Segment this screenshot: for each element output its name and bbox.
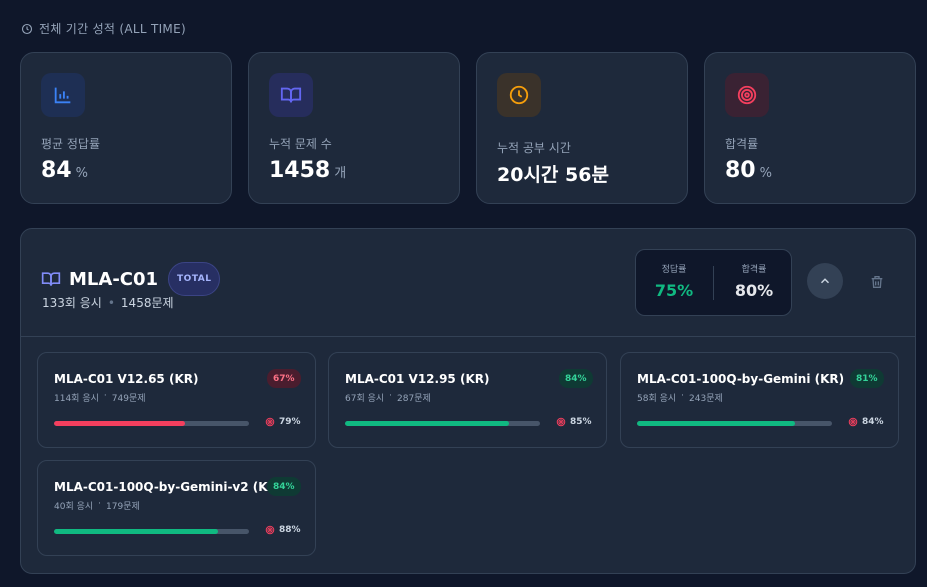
exam-summary: 정답률 75% 합격률 80% (635, 249, 792, 316)
clock-icon (21, 23, 33, 34)
stat-icon-wrap (269, 73, 313, 117)
section-heading: 전체 기간 성적 (ALL TIME) (21, 20, 186, 37)
book-open-icon (41, 272, 61, 286)
stat-value: 84% (41, 158, 88, 183)
accuracy-badge: 81% (850, 369, 884, 388)
stat-value: 20시간 56분 (497, 164, 609, 186)
version-questions: 749문제 (111, 394, 146, 404)
pass-rate: 88% (265, 525, 301, 535)
target-icon (848, 417, 858, 427)
progress-bar (637, 421, 832, 426)
bar-chart-icon (54, 87, 71, 104)
target-icon (737, 85, 757, 105)
exam-title-row: MLA-C01 TOTAL (41, 262, 221, 296)
version-meta: 67회 응시 · 287문제 (345, 391, 431, 404)
accuracy-badge: 84% (559, 369, 593, 388)
stat-card-total-questions: 누적 문제 수 1458 개 (248, 52, 460, 204)
separator-dot: · (98, 499, 102, 509)
stat-icon-wrap (41, 73, 85, 117)
progress-bar (54, 421, 249, 426)
pass-value: 80% (734, 281, 774, 300)
progress-fill (54, 421, 185, 426)
pass-rate: 85% (556, 417, 592, 427)
version-attempts: 114회 응시 (54, 394, 99, 404)
version-attempts: 67회 응시 (345, 394, 385, 404)
stat-label: 누적 문제 수 (269, 137, 332, 151)
pass-rate: 84% (848, 417, 884, 427)
version-questions: 243문제 (689, 394, 723, 404)
exam-title: MLA-C01 (69, 268, 159, 290)
stat-label: 누적 공부 시간 (497, 141, 571, 155)
version-attempts: 40회 응시 (54, 502, 94, 512)
pass-summary: 합격률 80% (716, 262, 792, 300)
version-attempts: 58회 응시 (637, 394, 677, 404)
exam-panel: MLA-C01 TOTAL 133회 응시 • 1458문제 정답률 75% 합… (20, 228, 916, 574)
stat-card-average-accuracy: 평균 정답률 84% (20, 52, 232, 204)
accuracy-summary: 정답률 75% (636, 262, 712, 300)
pass-rate-value: 79% (279, 417, 301, 427)
exam-attempts: 133회 응시 (42, 296, 102, 310)
pass-label: 합격률 (741, 265, 767, 275)
progress-fill (637, 421, 795, 426)
chevron-up-icon (820, 278, 830, 284)
accuracy-value: 75% (654, 281, 694, 300)
stat-label: 평균 정답률 (41, 137, 101, 151)
book-open-icon (280, 87, 302, 103)
version-card[interactable]: MLA-C01-100Q-by-Gemini (KR) 81% 58회 응시 · 2… (620, 352, 899, 448)
pass-rate-value: 88% (279, 525, 301, 535)
stat-card-study-time: 누적 공부 시간 20시간 56분 (476, 52, 688, 204)
accuracy-badge: 84% (267, 477, 301, 496)
clock-icon (509, 85, 529, 105)
separator-dot: • (107, 295, 115, 310)
separator-dot: · (389, 391, 393, 401)
target-icon (556, 417, 566, 427)
accuracy-label: 정답률 (661, 265, 687, 275)
header-divider (21, 336, 915, 337)
exam-meta: 133회 응시 • 1458문제 (42, 294, 174, 311)
stat-icon-wrap (725, 73, 769, 117)
stat-value: 1458 개 (269, 158, 347, 183)
stat-icon-wrap (497, 73, 541, 117)
total-badge: TOTAL (168, 262, 221, 296)
summary-divider (713, 266, 714, 300)
pass-rate-value: 85% (570, 417, 592, 427)
exam-questions: 1458문제 (120, 296, 174, 310)
version-title: MLA-C01 V12.95 (KR) (345, 372, 490, 386)
version-meta: 114회 응시 · 749문제 (54, 391, 146, 404)
progress-fill (54, 529, 218, 534)
version-card[interactable]: MLA-C01 V12.65 (KR) 67% 114회 응시 · 749문제 79… (37, 352, 316, 448)
target-icon (265, 525, 275, 535)
stat-card-pass-rate: 합격률 80% (704, 52, 916, 204)
version-title: MLA-C01-100Q-by-Gemini (KR) (637, 372, 845, 386)
version-card[interactable]: MLA-C01 V12.95 (KR) 84% 67회 응시 · 287문제 85% (328, 352, 607, 448)
version-title: MLA-C01-100Q-by-Gemini-v2 (KR) (54, 480, 283, 494)
progress-bar (345, 421, 540, 426)
progress-fill (345, 421, 509, 426)
pass-rate-value: 84% (862, 417, 884, 427)
stat-value: 80% (725, 158, 772, 183)
version-title: MLA-C01 V12.65 (KR) (54, 372, 199, 386)
version-questions: 287문제 (397, 394, 431, 404)
trash-icon[interactable] (869, 274, 885, 290)
version-card[interactable]: MLA-C01-100Q-by-Gemini-v2 (KR) 84% 40회 응… (37, 460, 316, 556)
stat-label: 합격률 (725, 137, 759, 151)
pass-rate: 79% (265, 417, 301, 427)
progress-bar (54, 529, 249, 534)
version-questions: 179문제 (106, 502, 140, 512)
version-meta: 58회 응시 · 243문제 (637, 391, 723, 404)
accuracy-badge: 67% (267, 369, 301, 388)
version-meta: 40회 응시 · 179문제 (54, 499, 140, 512)
section-title-text: 전체 기간 성적 (ALL TIME) (39, 22, 186, 36)
separator-dot: · (681, 391, 685, 401)
collapse-button[interactable] (807, 263, 843, 299)
separator-dot: · (103, 391, 107, 401)
target-icon (265, 417, 275, 427)
